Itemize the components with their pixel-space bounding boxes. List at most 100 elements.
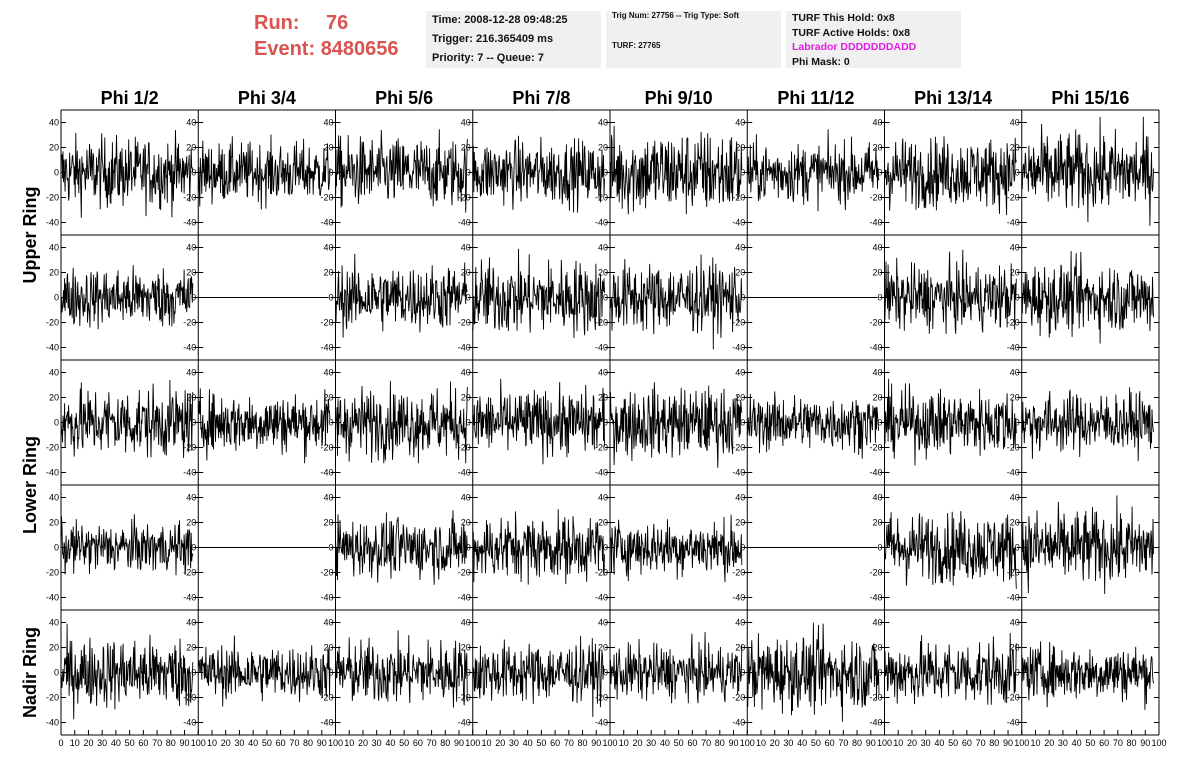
- y-tick-label: 0: [1015, 293, 1020, 303]
- y-tick-label: 0: [54, 418, 59, 428]
- y-tick-label: 40: [461, 368, 471, 378]
- y-tick-label: -40: [46, 218, 59, 228]
- y-tick-label: -20: [732, 568, 745, 578]
- y-tick-label: 0: [54, 168, 59, 178]
- y-tick-label: -20: [320, 318, 333, 328]
- y-tick-label: -20: [320, 693, 333, 703]
- y-tick-label: 20: [461, 268, 471, 278]
- y-tick-label: 20: [1010, 518, 1020, 528]
- x-tick-label: 50: [948, 738, 958, 748]
- x-tick-label: 80: [989, 738, 999, 748]
- phi-mask-text: Phi Mask: 0: [792, 55, 850, 68]
- y-tick-label: -20: [1007, 568, 1020, 578]
- x-tick-label: 100: [877, 738, 892, 748]
- x-tick-label: 10: [344, 738, 354, 748]
- y-tick-label: 20: [323, 143, 333, 153]
- y-tick-label: -20: [869, 568, 882, 578]
- y-tick-label: 20: [872, 643, 882, 653]
- y-tick-label: 0: [54, 668, 59, 678]
- x-tick-label: 100: [1151, 738, 1166, 748]
- x-tick-label: 80: [715, 738, 725, 748]
- y-tick-label: 40: [598, 243, 608, 253]
- y-tick-label: 0: [877, 168, 882, 178]
- x-tick-label: 60: [413, 738, 423, 748]
- y-tick-label: 20: [1010, 643, 1020, 653]
- x-tick-label: 60: [276, 738, 286, 748]
- y-tick-label: 0: [466, 168, 471, 178]
- y-tick-label: 0: [466, 543, 471, 553]
- trigger-text: Trigger: 216.365409 ms: [432, 33, 554, 45]
- x-tick-label: 70: [427, 738, 437, 748]
- x-tick-label: 0: [58, 738, 63, 748]
- x-tick-label: 50: [262, 738, 272, 748]
- y-tick-label: 20: [1010, 268, 1020, 278]
- x-tick-label: 50: [125, 738, 135, 748]
- y-tick-label: 0: [740, 668, 745, 678]
- y-tick-label: 40: [49, 618, 59, 628]
- y-tick-label: -20: [595, 443, 608, 453]
- x-tick-label: 90: [1140, 738, 1150, 748]
- x-tick-label: 20: [495, 738, 505, 748]
- waveform-trace: [335, 510, 468, 585]
- x-tick-label: 90: [866, 738, 876, 748]
- y-tick-label: 0: [877, 418, 882, 428]
- x-tick-label: 60: [550, 738, 560, 748]
- x-tick-label: 50: [674, 738, 684, 748]
- turf-text: TURF: 27765: [612, 41, 661, 50]
- y-tick-label: 40: [186, 243, 196, 253]
- y-tick-label: -20: [320, 193, 333, 203]
- x-tick-label: 30: [646, 738, 656, 748]
- y-tick-label: 40: [49, 243, 59, 253]
- y-tick-label: 0: [740, 293, 745, 303]
- y-tick-label: 40: [323, 243, 333, 253]
- ring-label: Lower Ring: [20, 436, 40, 534]
- y-tick-label: 0: [1015, 168, 1020, 178]
- y-tick-label: 40: [461, 243, 471, 253]
- y-tick-label: -20: [595, 568, 608, 578]
- column-title: Phi 7/8: [512, 88, 570, 108]
- y-tick-label: 20: [872, 143, 882, 153]
- x-tick-label: 30: [921, 738, 931, 748]
- x-tick-label: 50: [536, 738, 546, 748]
- x-tick-label: 90: [180, 738, 190, 748]
- waveform-trace: [472, 135, 605, 213]
- y-tick-label: 20: [872, 268, 882, 278]
- x-tick-label: 80: [303, 738, 313, 748]
- y-tick-label: -20: [46, 443, 59, 453]
- y-tick-label: 40: [735, 493, 745, 503]
- x-tick-label: 70: [838, 738, 848, 748]
- column-title: Phi 3/4: [238, 88, 296, 108]
- y-tick-label: 20: [872, 518, 882, 528]
- y-tick-label: 20: [1010, 393, 1020, 403]
- y-tick-label: 20: [1010, 143, 1020, 153]
- y-tick-label: 20: [735, 518, 745, 528]
- x-tick-label: 70: [152, 738, 162, 748]
- y-tick-label: -40: [869, 218, 882, 228]
- y-tick-label: 20: [598, 643, 608, 653]
- y-tick-label: 0: [740, 168, 745, 178]
- y-tick-label: 20: [872, 393, 882, 403]
- waveform-trace: [60, 379, 194, 459]
- y-tick-label: -40: [458, 343, 471, 353]
- y-tick-label: -20: [869, 318, 882, 328]
- y-tick-label: -20: [732, 693, 745, 703]
- y-tick-label: 40: [461, 493, 471, 503]
- run-label: Run:: [254, 12, 300, 34]
- y-tick-label: -20: [869, 193, 882, 203]
- waveform-trace: [884, 632, 1017, 705]
- ring-label: Nadir Ring: [20, 627, 40, 718]
- x-tick-label: 60: [825, 738, 835, 748]
- y-tick-label: 40: [186, 368, 196, 378]
- y-tick-label: 40: [735, 618, 745, 628]
- y-tick-label: -20: [183, 443, 196, 453]
- y-tick-label: -20: [320, 443, 333, 453]
- y-tick-label: 40: [49, 493, 59, 503]
- y-tick-label: 0: [603, 168, 608, 178]
- x-tick-label: 10: [756, 738, 766, 748]
- y-tick-label: -40: [183, 718, 196, 728]
- x-tick-label: 70: [976, 738, 986, 748]
- y-tick-label: 0: [603, 418, 608, 428]
- x-tick-label: 90: [454, 738, 464, 748]
- x-tick-label: 60: [138, 738, 148, 748]
- ring-label: Upper Ring: [20, 187, 40, 284]
